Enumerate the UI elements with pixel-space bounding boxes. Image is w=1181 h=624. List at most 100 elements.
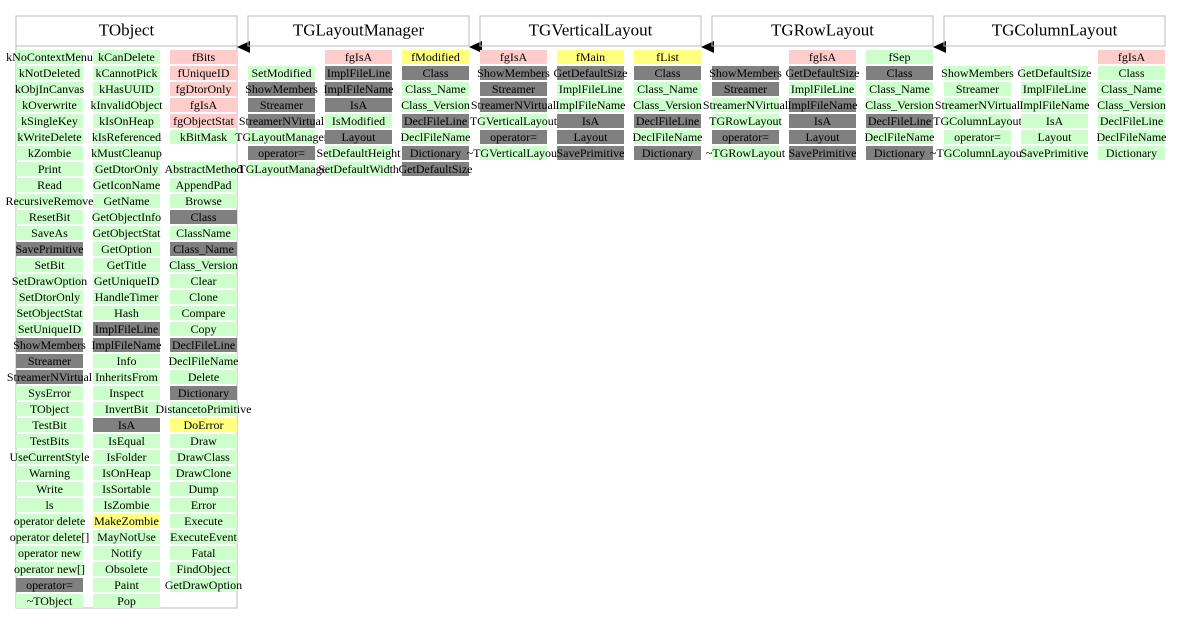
member-cell bbox=[93, 562, 160, 576]
member-name: DeclFileName bbox=[633, 130, 703, 144]
member-name: Class_Name bbox=[173, 242, 234, 256]
member-name: DeclFileLine bbox=[404, 114, 467, 128]
member-cell bbox=[93, 290, 160, 304]
member-name: Layout bbox=[574, 130, 609, 144]
member-cell bbox=[170, 242, 237, 256]
member-name: GetTitle bbox=[107, 258, 147, 272]
member-cell bbox=[248, 114, 315, 128]
member-cell bbox=[16, 594, 83, 608]
member-name: GetObjectInfo bbox=[92, 210, 161, 224]
member-cell bbox=[866, 130, 933, 144]
member-cell bbox=[93, 386, 160, 400]
member-cell bbox=[170, 210, 237, 224]
member-cell bbox=[248, 98, 315, 112]
member-cell bbox=[1098, 66, 1165, 80]
member-cell bbox=[944, 98, 1011, 112]
member-name: operator delete bbox=[14, 514, 86, 528]
member-name: SetDefaultWidth bbox=[318, 162, 399, 176]
member-name: Dictionary bbox=[1106, 146, 1157, 160]
member-cell bbox=[93, 194, 160, 208]
member-cell bbox=[170, 322, 237, 336]
member-cell bbox=[170, 530, 237, 544]
member-cell bbox=[93, 450, 160, 464]
member-cell bbox=[634, 114, 701, 128]
member-cell bbox=[789, 66, 856, 80]
member-cell bbox=[16, 434, 83, 448]
member-cell bbox=[480, 66, 547, 80]
member-name: IsA bbox=[1046, 114, 1064, 128]
member-name: Streamer bbox=[492, 82, 535, 96]
member-name: ImplFileLine bbox=[1023, 82, 1086, 96]
member-cell bbox=[170, 546, 237, 560]
member-name: fModified bbox=[411, 50, 460, 64]
member-cell bbox=[789, 146, 856, 160]
class-header bbox=[711, 15, 934, 47]
member-name: kWriteDelete bbox=[17, 130, 81, 144]
member-name: GetDrawOption bbox=[165, 578, 242, 592]
member-name: Paint bbox=[114, 578, 139, 592]
member-cell bbox=[170, 194, 237, 208]
member-name: MakeZombie bbox=[94, 514, 159, 528]
member-name: InheritsFrom bbox=[95, 370, 158, 384]
member-name: fgIsA bbox=[190, 98, 218, 112]
member-cell bbox=[402, 162, 469, 176]
member-name: Notify bbox=[111, 546, 142, 560]
member-name: operator= bbox=[954, 130, 1001, 144]
member-cell bbox=[170, 50, 237, 64]
member-cell bbox=[93, 258, 160, 272]
member-cell bbox=[557, 66, 624, 80]
member-cell bbox=[325, 66, 392, 80]
member-cell bbox=[170, 354, 237, 368]
member-cell bbox=[634, 98, 701, 112]
member-name: Class_Version bbox=[401, 98, 470, 112]
member-cell bbox=[16, 82, 83, 96]
member-name: ShowMembers bbox=[709, 66, 782, 80]
member-cell bbox=[325, 82, 392, 96]
member-cell bbox=[944, 114, 1011, 128]
member-name: Streamer bbox=[28, 354, 71, 368]
class-name: TGColumnLayout bbox=[992, 21, 1118, 40]
member-name: kObjInCanvas bbox=[15, 82, 85, 96]
member-name: TGVerticalLayout bbox=[470, 114, 558, 128]
member-cell bbox=[16, 226, 83, 240]
member-cell bbox=[634, 50, 701, 64]
member-name: GetObjectStat bbox=[93, 226, 162, 240]
member-cell bbox=[16, 210, 83, 224]
member-name: Class_Name bbox=[637, 82, 698, 96]
member-name: Dictionary bbox=[410, 146, 461, 160]
member-cell bbox=[16, 530, 83, 544]
member-name: ImplFileName bbox=[1020, 98, 1090, 112]
member-cell bbox=[93, 98, 160, 112]
member-name: Layout bbox=[806, 130, 841, 144]
member-cell bbox=[16, 258, 83, 272]
member-name: IsZombie bbox=[104, 498, 150, 512]
member-name: fList bbox=[656, 50, 679, 64]
member-cell bbox=[16, 514, 83, 528]
member-cell bbox=[170, 418, 237, 432]
member-name: StreamerNVirtual bbox=[239, 114, 325, 128]
member-name: DeclFileName bbox=[169, 354, 239, 368]
member-name: StreamerNVirtual bbox=[703, 98, 789, 112]
member-cell bbox=[402, 50, 469, 64]
member-cell bbox=[16, 194, 83, 208]
member-name: Write bbox=[36, 482, 63, 496]
class-header bbox=[247, 15, 470, 47]
member-cell bbox=[944, 146, 1011, 160]
class-header bbox=[943, 15, 1166, 47]
member-name: AbstractMethod bbox=[165, 162, 243, 176]
member-cell bbox=[1021, 130, 1088, 144]
member-cell bbox=[170, 162, 237, 176]
member-name: StreamerNVirtual bbox=[471, 98, 557, 112]
member-cell bbox=[402, 82, 469, 96]
member-cell bbox=[866, 50, 933, 64]
member-name: Error bbox=[191, 498, 216, 512]
member-cell bbox=[248, 82, 315, 96]
member-cell bbox=[170, 274, 237, 288]
member-name: kInvalidObject bbox=[91, 98, 164, 112]
member-name: SetObjectStat bbox=[17, 306, 84, 320]
member-name: GetUniqueID bbox=[94, 274, 160, 288]
member-name: Streamer bbox=[956, 82, 999, 96]
member-name: Browse bbox=[185, 194, 222, 208]
member-name: GetDtorOnly bbox=[95, 162, 158, 176]
member-cell bbox=[170, 178, 237, 192]
